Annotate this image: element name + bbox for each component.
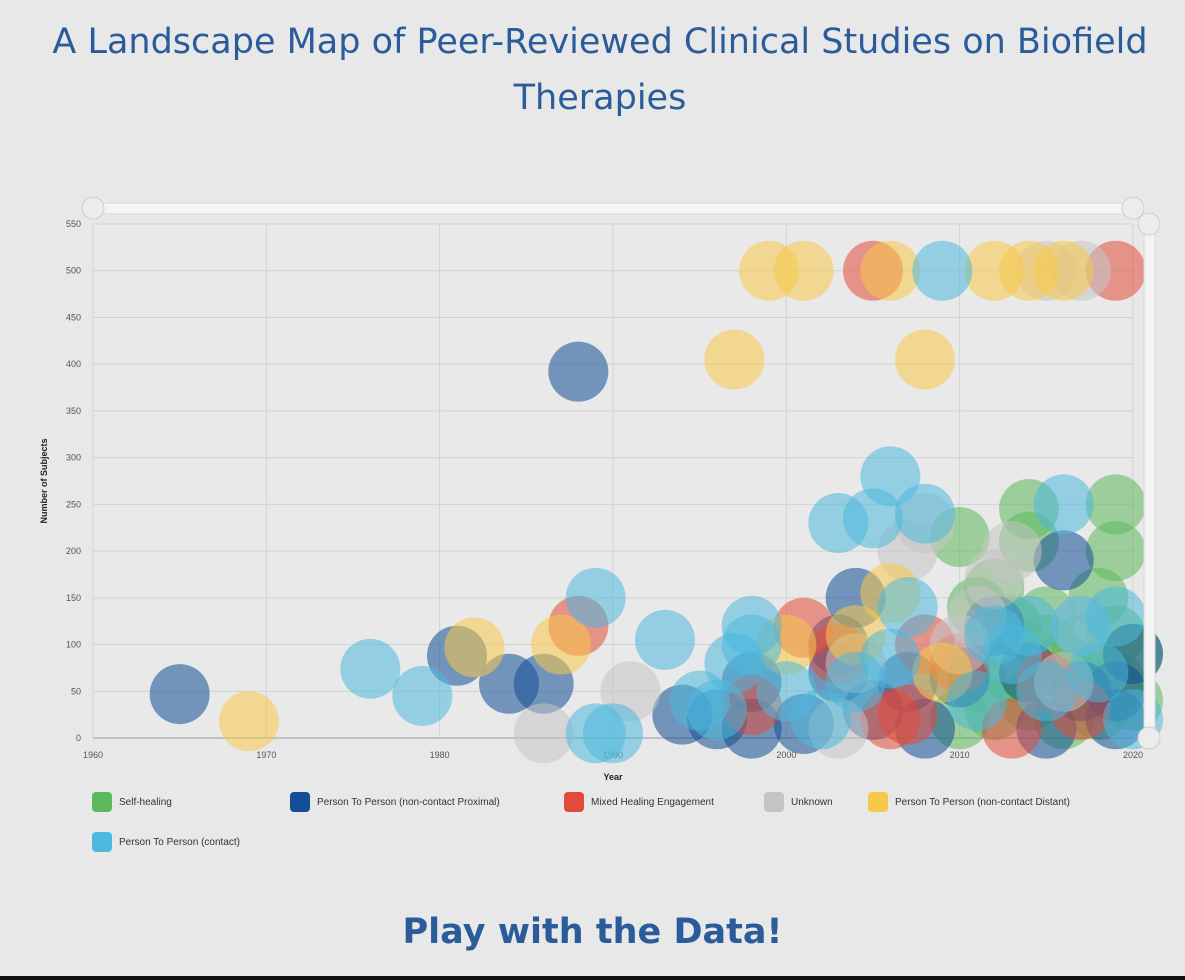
bubble-point[interactable] bbox=[1033, 240, 1094, 301]
y-tick-label: 100 bbox=[66, 640, 81, 650]
bubble-point[interactable] bbox=[1085, 586, 1146, 647]
y-tick-label: 50 bbox=[71, 686, 81, 696]
x-tick-label: 2020 bbox=[1123, 750, 1143, 760]
bubble-point[interactable] bbox=[548, 341, 609, 402]
bubble-point[interactable] bbox=[565, 567, 626, 628]
y-tick-label: 0 bbox=[76, 733, 81, 743]
bubble-point[interactable] bbox=[877, 684, 938, 745]
horizontal-zoom-handle-right[interactable] bbox=[1121, 196, 1145, 220]
bubble-point[interactable] bbox=[444, 617, 505, 678]
bubble-point[interactable] bbox=[877, 577, 938, 638]
bubbles[interactable] bbox=[149, 240, 1163, 764]
bubble-chart[interactable]: 0 50 100 150 200 250 300 350 400 450 500 550 1960 197… bbox=[0, 190, 1185, 870]
y-tick-label: 200 bbox=[66, 546, 81, 556]
legend-item[interactable]: Mixed Healing Engagement bbox=[564, 792, 714, 812]
bubble-point[interactable] bbox=[721, 614, 782, 675]
vertical-zoom-bar[interactable] bbox=[1143, 223, 1156, 739]
legend-item[interactable]: Self-healing bbox=[92, 792, 172, 812]
y-tick-label: 150 bbox=[66, 593, 81, 603]
legend-item[interactable]: Person To Person (non-contact Distant) bbox=[868, 792, 1070, 812]
bubble-point[interactable] bbox=[981, 623, 1042, 684]
legend-label: Person To Person (non-contact Distant) bbox=[895, 796, 1070, 808]
page-title: A Landscape Map of Peer-Reviewed Clinica… bbox=[52, 22, 1148, 118]
bubble-point[interactable] bbox=[1085, 521, 1146, 582]
x-axis-label: Year bbox=[603, 772, 623, 782]
legend-swatch bbox=[92, 832, 112, 852]
x-tick-label: 1980 bbox=[430, 750, 450, 760]
play-with-data-link[interactable]: Play with the Data! bbox=[402, 912, 783, 952]
bubble-point[interactable] bbox=[912, 240, 973, 301]
legend-label: Unknown bbox=[791, 796, 833, 808]
bubble-point[interactable] bbox=[773, 240, 834, 301]
legend-swatch bbox=[92, 792, 112, 812]
bubble-point[interactable] bbox=[392, 665, 453, 726]
bubble-point[interactable] bbox=[1033, 530, 1094, 591]
bubble-point[interactable] bbox=[1033, 474, 1094, 535]
bubble-point[interactable] bbox=[704, 329, 765, 390]
y-tick-label: 550 bbox=[66, 219, 81, 229]
bubble-point[interactable] bbox=[219, 691, 279, 752]
vertical-zoom-handle-top[interactable] bbox=[1137, 212, 1161, 236]
x-tick-label: 2000 bbox=[776, 750, 796, 760]
bubble-point[interactable] bbox=[513, 703, 574, 764]
bubble-point[interactable] bbox=[635, 609, 695, 670]
legend-swatch bbox=[868, 792, 888, 812]
y-tick-label: 500 bbox=[66, 266, 81, 276]
bubble-point[interactable] bbox=[1085, 474, 1146, 535]
bubble-chart-svg[interactable]: 0 50 100 150 200 250 300 350 400 450 500 550 1960 197… bbox=[0, 190, 1185, 790]
legend-item[interactable]: Unknown bbox=[764, 792, 833, 812]
y-axis-label: Number of Subjects bbox=[39, 438, 49, 523]
bubble-point[interactable] bbox=[687, 679, 747, 740]
legend-swatch bbox=[564, 792, 584, 812]
bubble-point[interactable] bbox=[860, 240, 921, 301]
bubble-point[interactable] bbox=[981, 521, 1042, 582]
horizontal-zoom-handle-left[interactable] bbox=[81, 196, 105, 220]
legend-swatch bbox=[290, 792, 310, 812]
bubble-point[interactable] bbox=[565, 703, 626, 764]
zoom-scrollbars[interactable] bbox=[81, 196, 1161, 750]
bubble-point[interactable] bbox=[340, 638, 401, 699]
y-tick-label: 300 bbox=[66, 453, 81, 463]
bubble-point[interactable] bbox=[895, 329, 955, 390]
bubble-point[interactable] bbox=[791, 689, 851, 750]
legend-label: Person To Person (contact) bbox=[119, 836, 240, 848]
y-tick-label: 450 bbox=[66, 312, 81, 322]
bottom-divider bbox=[0, 976, 1185, 980]
y-tick-label: 400 bbox=[66, 359, 81, 369]
bubble-point[interactable] bbox=[531, 614, 591, 675]
legend-label: Person To Person (non-contact Proximal) bbox=[317, 796, 500, 808]
x-tick-label: 1960 bbox=[83, 750, 103, 760]
legend-label: Self-healing bbox=[119, 796, 172, 808]
bubble-point[interactable] bbox=[1068, 642, 1129, 703]
legend-label: Mixed Healing Engagement bbox=[591, 796, 714, 808]
legend-item[interactable]: Person To Person (non-contact Proximal) bbox=[290, 792, 500, 812]
bubble-point[interactable] bbox=[947, 670, 1007, 731]
x-tick-label: 2010 bbox=[950, 750, 970, 760]
bubble-point[interactable] bbox=[149, 664, 210, 725]
y-tick-label: 250 bbox=[66, 499, 81, 509]
grid bbox=[92, 223, 1134, 739]
horizontal-zoom-bar[interactable] bbox=[92, 202, 1134, 215]
legend-item[interactable]: Person To Person (contact) bbox=[92, 832, 240, 852]
x-tick-label: 1970 bbox=[256, 750, 276, 760]
bubble-point[interactable] bbox=[895, 483, 955, 544]
vertical-zoom-handle-bottom[interactable] bbox=[1137, 726, 1161, 750]
legend-swatch bbox=[764, 792, 784, 812]
y-tick-label: 350 bbox=[66, 406, 81, 416]
